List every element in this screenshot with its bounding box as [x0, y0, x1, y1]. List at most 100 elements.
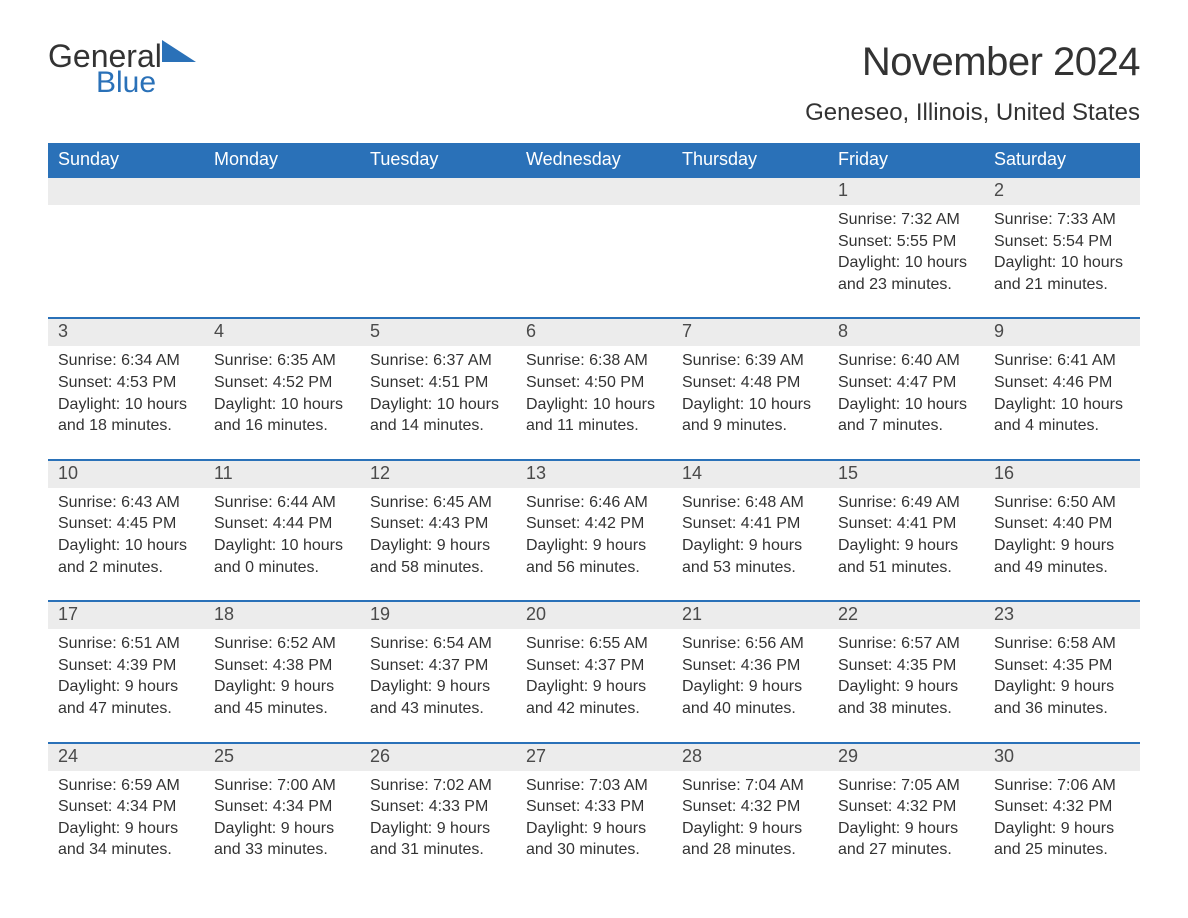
day-number: 29	[828, 744, 984, 771]
daylight-line: Daylight: 10 hours and 7 minutes.	[838, 394, 974, 437]
day-cell: Sunrise: 6:59 AMSunset: 4:34 PMDaylight:…	[48, 771, 204, 867]
day-number: 10	[48, 461, 204, 488]
day-cell: Sunrise: 7:04 AMSunset: 4:32 PMDaylight:…	[672, 771, 828, 867]
sunset-line: Sunset: 4:37 PM	[526, 655, 662, 677]
sunset-line: Sunset: 4:43 PM	[370, 513, 506, 535]
sunrise-line: Sunrise: 6:39 AM	[682, 350, 818, 372]
sunset-line: Sunset: 4:37 PM	[370, 655, 506, 677]
dow-cell: Friday	[828, 143, 984, 178]
day-number: 5	[360, 319, 516, 346]
sunset-line: Sunset: 4:44 PM	[214, 513, 350, 535]
sunrise-line: Sunrise: 7:06 AM	[994, 775, 1130, 797]
header: General Blue November 2024 Geneseo, Illi…	[48, 40, 1140, 137]
day-number: 28	[672, 744, 828, 771]
sunrise-line: Sunrise: 6:56 AM	[682, 633, 818, 655]
day-number: 16	[984, 461, 1140, 488]
day-cell: Sunrise: 7:33 AMSunset: 5:54 PMDaylight:…	[984, 205, 1140, 301]
sunset-line: Sunset: 4:50 PM	[526, 372, 662, 394]
day-number: 11	[204, 461, 360, 488]
sunrise-line: Sunrise: 6:51 AM	[58, 633, 194, 655]
daylight-line: Daylight: 9 hours and 27 minutes.	[838, 818, 974, 861]
dow-cell: Saturday	[984, 143, 1140, 178]
day-cell: Sunrise: 6:43 AMSunset: 4:45 PMDaylight:…	[48, 488, 204, 584]
daylight-line: Daylight: 9 hours and 25 minutes.	[994, 818, 1130, 861]
logo-text-block: General Blue	[48, 40, 196, 98]
day-number: 4	[204, 319, 360, 346]
day-number: 20	[516, 602, 672, 629]
daylight-line: Daylight: 10 hours and 2 minutes.	[58, 535, 194, 578]
daylight-line: Daylight: 10 hours and 14 minutes.	[370, 394, 506, 437]
sunset-line: Sunset: 4:52 PM	[214, 372, 350, 394]
location: Geneseo, Illinois, United States	[805, 99, 1140, 127]
sunrise-line: Sunrise: 6:58 AM	[994, 633, 1130, 655]
sunrise-line: Sunrise: 6:44 AM	[214, 492, 350, 514]
day-number	[360, 178, 516, 205]
day-cell: Sunrise: 6:54 AMSunset: 4:37 PMDaylight:…	[360, 629, 516, 725]
day-cell: Sunrise: 6:41 AMSunset: 4:46 PMDaylight:…	[984, 346, 1140, 442]
day-number: 3	[48, 319, 204, 346]
day-number: 7	[672, 319, 828, 346]
sunset-line: Sunset: 4:48 PM	[682, 372, 818, 394]
sunrise-line: Sunrise: 7:04 AM	[682, 775, 818, 797]
sunset-line: Sunset: 4:34 PM	[58, 796, 194, 818]
daylight-line: Daylight: 9 hours and 45 minutes.	[214, 676, 350, 719]
day-cell: Sunrise: 7:00 AMSunset: 4:34 PMDaylight:…	[204, 771, 360, 867]
day-cell	[672, 205, 828, 301]
daynum-row: 10111213141516	[48, 461, 1140, 488]
sunrise-line: Sunrise: 6:46 AM	[526, 492, 662, 514]
daylight-line: Daylight: 10 hours and 9 minutes.	[682, 394, 818, 437]
day-number: 30	[984, 744, 1140, 771]
day-cell: Sunrise: 6:45 AMSunset: 4:43 PMDaylight:…	[360, 488, 516, 584]
sunrise-line: Sunrise: 7:03 AM	[526, 775, 662, 797]
daylight-line: Daylight: 10 hours and 21 minutes.	[994, 252, 1130, 295]
day-number: 18	[204, 602, 360, 629]
day-number: 12	[360, 461, 516, 488]
day-cell	[360, 205, 516, 301]
day-of-week-header: SundayMondayTuesdayWednesdayThursdayFrid…	[48, 143, 1140, 178]
daynum-row: 3456789	[48, 319, 1140, 346]
dow-cell: Monday	[204, 143, 360, 178]
day-number: 26	[360, 744, 516, 771]
week-row: 24252627282930Sunrise: 6:59 AMSunset: 4:…	[48, 742, 1140, 867]
dow-cell: Thursday	[672, 143, 828, 178]
daynum-row: 17181920212223	[48, 602, 1140, 629]
sunrise-line: Sunrise: 7:00 AM	[214, 775, 350, 797]
daylight-line: Daylight: 10 hours and 16 minutes.	[214, 394, 350, 437]
day-number: 13	[516, 461, 672, 488]
day-cell: Sunrise: 6:34 AMSunset: 4:53 PMDaylight:…	[48, 346, 204, 442]
day-number: 19	[360, 602, 516, 629]
sunset-line: Sunset: 4:51 PM	[370, 372, 506, 394]
day-cell: Sunrise: 6:51 AMSunset: 4:39 PMDaylight:…	[48, 629, 204, 725]
sunset-line: Sunset: 4:35 PM	[994, 655, 1130, 677]
week-row: 12Sunrise: 7:32 AMSunset: 5:55 PMDayligh…	[48, 178, 1140, 301]
sunset-line: Sunset: 4:45 PM	[58, 513, 194, 535]
day-number	[48, 178, 204, 205]
day-cell: Sunrise: 7:03 AMSunset: 4:33 PMDaylight:…	[516, 771, 672, 867]
sunrise-line: Sunrise: 6:50 AM	[994, 492, 1130, 514]
week-row: 10111213141516Sunrise: 6:43 AMSunset: 4:…	[48, 459, 1140, 584]
day-number: 2	[984, 178, 1140, 205]
day-number: 14	[672, 461, 828, 488]
sunrise-line: Sunrise: 6:55 AM	[526, 633, 662, 655]
day-number: 22	[828, 602, 984, 629]
day-number: 17	[48, 602, 204, 629]
sunrise-line: Sunrise: 6:59 AM	[58, 775, 194, 797]
day-cell: Sunrise: 6:46 AMSunset: 4:42 PMDaylight:…	[516, 488, 672, 584]
day-cell: Sunrise: 6:44 AMSunset: 4:44 PMDaylight:…	[204, 488, 360, 584]
day-cell	[204, 205, 360, 301]
daylight-line: Daylight: 9 hours and 28 minutes.	[682, 818, 818, 861]
sunset-line: Sunset: 4:32 PM	[838, 796, 974, 818]
day-cell: Sunrise: 6:48 AMSunset: 4:41 PMDaylight:…	[672, 488, 828, 584]
sunset-line: Sunset: 4:33 PM	[370, 796, 506, 818]
title-block: November 2024 Geneseo, Illinois, United …	[805, 40, 1140, 137]
sunset-line: Sunset: 4:39 PM	[58, 655, 194, 677]
daylight-line: Daylight: 9 hours and 53 minutes.	[682, 535, 818, 578]
day-cell: Sunrise: 6:38 AMSunset: 4:50 PMDaylight:…	[516, 346, 672, 442]
sunset-line: Sunset: 4:34 PM	[214, 796, 350, 818]
sunset-line: Sunset: 4:41 PM	[838, 513, 974, 535]
daylight-line: Daylight: 10 hours and 18 minutes.	[58, 394, 194, 437]
sunrise-line: Sunrise: 6:45 AM	[370, 492, 506, 514]
dow-cell: Wednesday	[516, 143, 672, 178]
dow-cell: Sunday	[48, 143, 204, 178]
day-cell: Sunrise: 7:32 AMSunset: 5:55 PMDaylight:…	[828, 205, 984, 301]
